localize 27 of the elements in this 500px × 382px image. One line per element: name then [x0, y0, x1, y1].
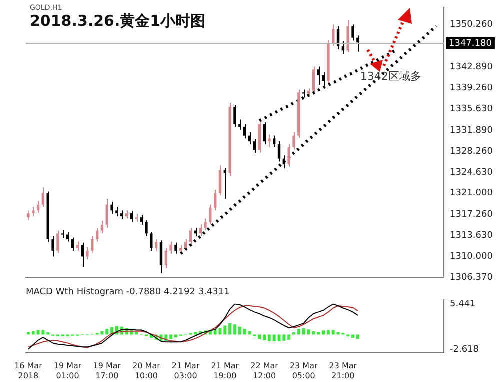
y-tick-label: -2.618 [450, 344, 480, 355]
y-tick-label: 1339.260 [450, 84, 494, 94]
y-tick-label: 1310.000 [450, 252, 494, 262]
x-tick-label: 20 Mar 10:00 [132, 362, 162, 380]
x-tick-label: 19 Mar 01:00 [54, 362, 82, 380]
x-tick-label: 23 Mar 21:00 [329, 362, 358, 380]
y-tick-label: 1342.890 [450, 62, 494, 73]
y-tick-label: 1335.630 [450, 104, 494, 114]
y-tick-label: 1324.630 [450, 168, 494, 178]
x-tick-label: 21 Mar 03:00 [172, 362, 200, 380]
x-tick-label: 23 Mar 05:00 [290, 362, 318, 380]
y-tick-label: 1317.260 [450, 210, 494, 220]
x-tick-label: 22 Mar 12:00 [250, 362, 280, 380]
annotation: 1342区域多 [360, 70, 422, 83]
y-tick-label: 1321.000 [450, 188, 494, 199]
y-tick-label: 1328.260 [450, 146, 494, 157]
y-tick-label: 1306.370 [450, 272, 494, 283]
y-tick-label: 1350.260 [450, 20, 494, 30]
y-tick-label: 5.441 [450, 299, 476, 310]
chart-title: MACD Wth Histogram -0.7880 4.2192 3.4311 [26, 288, 230, 298]
chart-title: 2018.3.26.黄金1小时图 [30, 12, 206, 30]
y-tick-label: 1331.890 [450, 126, 494, 136]
ref-line-label: 1347.180 [449, 38, 492, 49]
x-tick-label: 19 Mar 17:00 [93, 362, 122, 380]
x-tick-label: 16 Mar 2018 [14, 362, 44, 380]
y-tick-label: 1313.630 [450, 231, 494, 242]
x-tick-label: 21 Mar 19:00 [211, 362, 240, 380]
